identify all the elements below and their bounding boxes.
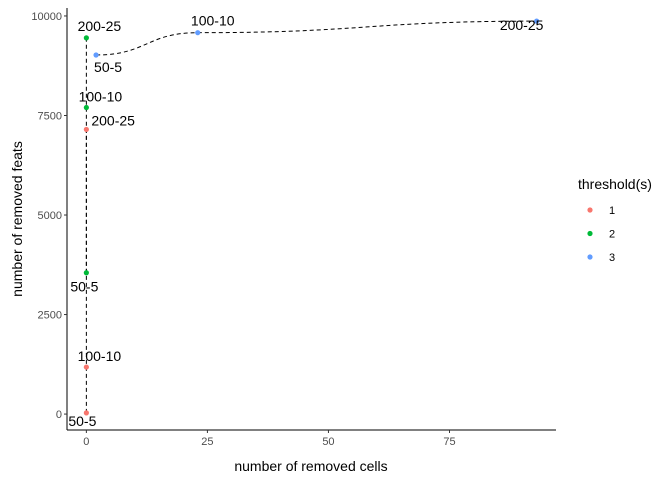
x-tick-label: 75 [443, 436, 455, 448]
point-label: 50-5 [68, 413, 96, 429]
y-tick-label: 0 [56, 409, 62, 421]
data-point [83, 104, 89, 111]
legend-title: threshold(s) [578, 176, 652, 192]
data-point [83, 270, 89, 276]
y-axis-ticks: 0 2500 5000 7500 10000 [31, 11, 67, 421]
point-label: 50-5 [70, 279, 98, 295]
y-tick-label: 7500 [38, 110, 62, 122]
legend: threshold(s) 1 2 3 [578, 176, 652, 264]
data-point [534, 18, 540, 24]
point-label: 200-25 [78, 18, 122, 34]
x-tick-label: 50 [322, 436, 334, 448]
point-label: 100-10 [79, 89, 123, 105]
legend-label: 2 [609, 229, 615, 241]
data-point [195, 30, 201, 36]
point-label: 100-10 [78, 348, 122, 364]
data-point [93, 52, 99, 58]
y-tick-label: 5000 [38, 210, 62, 222]
data-point [83, 126, 89, 133]
data-point [83, 364, 89, 370]
x-tick-label: 25 [201, 436, 213, 448]
point-label: 50-5 [94, 59, 122, 75]
point-label: 200-25 [500, 17, 544, 33]
y-axis-title: number of removed feats [9, 141, 25, 297]
legend-label: 1 [609, 205, 615, 217]
legend-key [587, 254, 593, 260]
x-axis-ticks: 0 25 50 75 [83, 430, 456, 448]
point-label: 100-10 [191, 13, 235, 29]
legend-key [587, 207, 593, 213]
legend-key [587, 230, 593, 237]
plot-panel: 50-5 100-10 200-25 50-5 100-10 200-25 50-5 100-… [68, 13, 543, 429]
series-3-line [96, 20, 537, 56]
y-tick-label: 10000 [31, 11, 62, 23]
point-label: 200-25 [91, 112, 135, 128]
legend-label: 3 [609, 252, 615, 264]
data-point [83, 410, 89, 416]
data-point [83, 35, 89, 41]
y-tick-label: 2500 [38, 310, 62, 322]
x-axis-title: number of removed cells [234, 458, 387, 474]
x-tick-label: 0 [83, 436, 89, 448]
